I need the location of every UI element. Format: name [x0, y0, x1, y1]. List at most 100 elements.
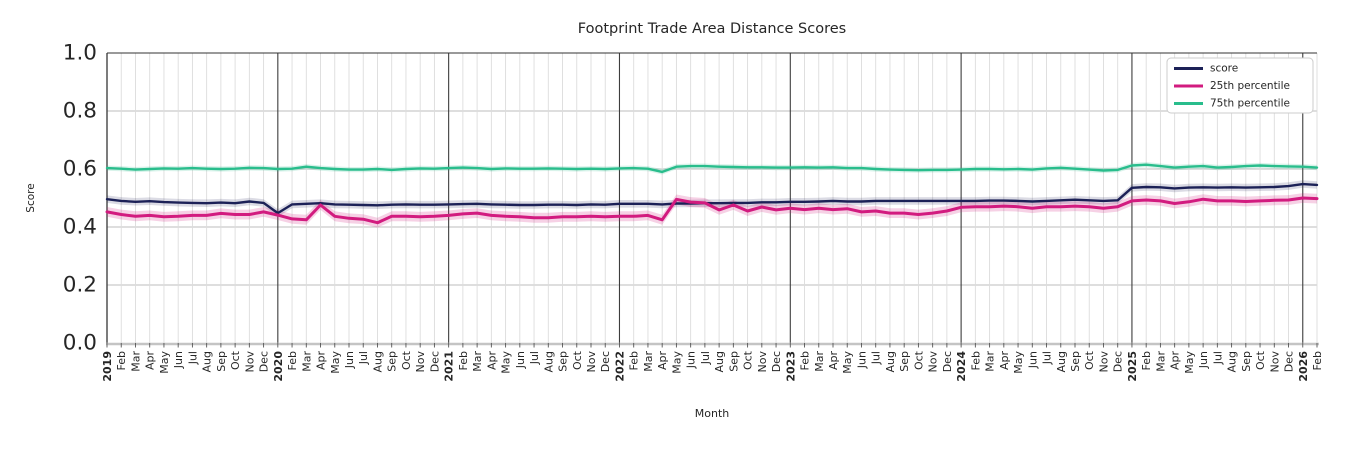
y-tick-label: 0.6	[63, 157, 97, 182]
y-tick-labels: 0.0 0.2 0.4 0.6 0.8 1.0	[63, 41, 97, 356]
band-score	[107, 180, 1317, 217]
x-tick-label-year: 2021	[443, 351, 456, 382]
x-tick-labels: 2019 Feb Mar Apr May Jun Jul Aug Sep Oct Nov Dec 202…	[101, 350, 1324, 381]
horizontal-gridlines	[107, 110, 1317, 286]
x-tick-label-month: May	[1012, 351, 1025, 374]
x-tick-label-month: Apr	[1169, 351, 1182, 371]
x-tick-label-month: Mar	[813, 351, 826, 372]
y-tick-label: 0.2	[63, 273, 97, 298]
x-tick-label-month: Mar	[471, 351, 484, 372]
legend-box	[1166, 57, 1314, 114]
x-tick-label-year: 2020	[272, 351, 285, 382]
x-tick-label-year: 2024	[955, 351, 968, 382]
x-tick-label-month: Feb	[969, 351, 982, 370]
x-tick-label-month: May	[158, 351, 171, 374]
x-tick-label-month: May	[670, 351, 683, 374]
x-tick-label-month: Apr	[315, 351, 328, 371]
x-tick-label-month: Dec	[258, 351, 271, 372]
x-tick-label-month: Jul	[699, 351, 712, 365]
vertical-gridlines	[106, 53, 1318, 343]
x-tick-label-month: Apr	[656, 351, 669, 371]
x-tick-label-month: Dec	[941, 351, 954, 372]
x-tick-label-month: Dec	[428, 351, 441, 372]
x-tick-label-month: Jun	[1026, 351, 1039, 369]
x-tick-label-month: Nov	[1097, 351, 1110, 373]
x-tick-label-month: Jul	[357, 351, 370, 365]
x-tick-label-month: Oct	[400, 350, 413, 370]
x-tick-label-month: Jun	[1197, 351, 1210, 369]
x-tick-label-year: 2026	[1297, 351, 1310, 382]
y-axis-label: Score	[25, 183, 37, 212]
x-tick-label-month: Mar	[300, 351, 313, 372]
x-tick-label-month: Jul	[528, 351, 541, 365]
x-tick-label-month: Dec	[599, 351, 612, 372]
x-tick-label-month: Sep	[557, 351, 570, 372]
data-lines	[105, 163, 1319, 225]
x-tick-label-month: May	[841, 351, 854, 374]
x-tick-label-month: Jun	[685, 351, 698, 369]
x-tick-label-month: Mar	[642, 351, 655, 372]
x-tick-label-year: 2023	[784, 351, 797, 382]
x-axis-label: Month	[695, 407, 730, 420]
legend-label: 25th percentile	[1210, 80, 1290, 92]
x-tick-label-month: May	[500, 351, 513, 374]
x-tick-label-month: Jul	[186, 351, 199, 365]
x-tick-label-month: Jun	[172, 351, 185, 369]
line-score	[105, 182, 1319, 215]
x-tick-label-month: Jul	[1211, 351, 1224, 365]
x-tick-label-month: Mar	[984, 351, 997, 372]
x-tick-label-month: Nov	[1268, 351, 1281, 373]
x-tick-label-month: Nov	[927, 351, 940, 373]
x-tick-label-month: Jun	[343, 351, 356, 369]
x-tick-label-month: Dec	[1283, 351, 1296, 372]
x-tick-label-month: Mar	[129, 351, 142, 372]
x-tick-label-year: 2022	[613, 351, 626, 382]
y-tick-label: 0.4	[63, 215, 97, 240]
x-tick-label-month: Dec	[770, 351, 783, 372]
x-tick-label-month: Nov	[585, 351, 598, 373]
x-tick-label-month: Sep	[1069, 351, 1082, 372]
x-tick-label-month: Aug	[884, 351, 897, 372]
x-tick-label-month: Oct	[1083, 350, 1096, 370]
x-tick-label-month: Aug	[1226, 351, 1239, 372]
x-tick-label-month: Oct	[1254, 350, 1267, 370]
x-tick-label-month: Feb	[457, 351, 470, 370]
x-tick-marks	[106, 343, 1318, 348]
legend-label: 75th percentile	[1210, 98, 1290, 110]
legend-label: score	[1210, 63, 1238, 75]
x-tick-label-month: Nov	[414, 351, 427, 373]
x-tick-label-month: Apr	[144, 351, 157, 371]
y-tick-label: 1.0	[63, 41, 97, 66]
x-tick-label-month: May	[1183, 351, 1196, 374]
x-tick-label-month: Sep	[727, 351, 740, 372]
x-tick-label-month: Sep	[215, 351, 228, 372]
x-tick-label-month: Feb	[1311, 351, 1324, 370]
x-tick-label-month: Feb	[628, 351, 641, 370]
x-tick-label-month: Aug	[713, 351, 726, 372]
line-75th-percentile	[105, 163, 1319, 174]
x-tick-label-year: 2025	[1126, 351, 1139, 382]
x-tick-label-month: Sep	[1240, 351, 1253, 372]
legend: score 25th percentile 75th percentile	[1166, 57, 1314, 114]
x-tick-label-month: Apr	[998, 351, 1011, 371]
x-tick-label-month: Apr	[485, 351, 498, 371]
x-tick-label-month: Dec	[1112, 351, 1125, 372]
x-tick-label-month: Apr	[827, 351, 840, 371]
x-tick-label-month: Aug	[1055, 351, 1068, 372]
x-tick-label-month: Oct	[912, 350, 925, 370]
x-tick-label-month: Aug	[371, 351, 384, 372]
x-tick-label-month: May	[329, 351, 342, 374]
band-75th-percentile	[107, 162, 1317, 175]
y-tick-label: 0.8	[63, 99, 97, 124]
x-tick-label-month: Jul	[1041, 351, 1054, 365]
x-tick-label-month: Oct	[571, 350, 584, 370]
x-tick-label-month: Aug	[201, 351, 214, 372]
x-tick-label-month: Oct	[229, 350, 242, 370]
x-tick-label-month: Feb	[115, 351, 128, 370]
x-tick-label-month: Jul	[870, 351, 883, 365]
x-tick-label-month: Aug	[542, 351, 555, 372]
y-tick-label: 0.0	[63, 331, 97, 356]
x-tick-label-month: Jun	[514, 351, 527, 369]
